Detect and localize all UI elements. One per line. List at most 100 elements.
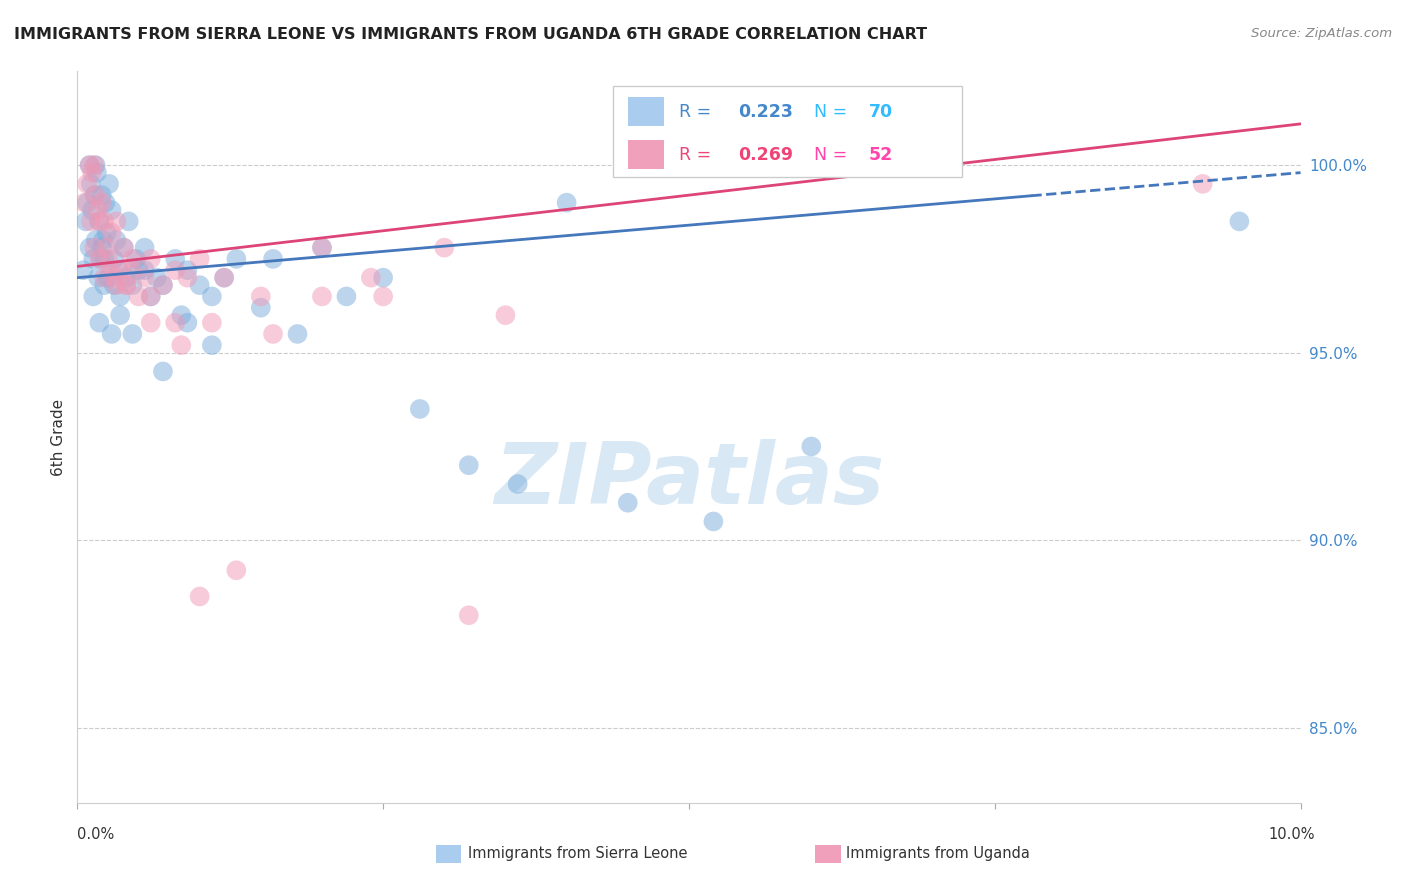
Point bbox=[170, 338, 193, 352]
Point bbox=[82, 289, 104, 303]
Point bbox=[176, 270, 198, 285]
Point bbox=[165, 316, 187, 330]
Point bbox=[108, 263, 131, 277]
Point bbox=[89, 252, 111, 266]
Point bbox=[212, 270, 235, 285]
Point bbox=[152, 278, 174, 293]
Point bbox=[108, 289, 131, 303]
Point bbox=[100, 326, 122, 341]
Point bbox=[409, 401, 432, 416]
FancyBboxPatch shape bbox=[628, 140, 665, 169]
Point bbox=[212, 270, 235, 285]
Point bbox=[93, 278, 115, 293]
Point bbox=[128, 263, 150, 277]
Text: 0.223: 0.223 bbox=[738, 103, 793, 120]
Text: 0.0%: 0.0% bbox=[77, 827, 114, 841]
Point bbox=[555, 195, 578, 210]
Point bbox=[121, 278, 143, 293]
Point bbox=[100, 203, 122, 218]
Point bbox=[75, 214, 97, 228]
Point bbox=[89, 214, 111, 228]
Point bbox=[80, 214, 103, 228]
Point bbox=[617, 496, 640, 510]
Point bbox=[105, 214, 128, 228]
Point bbox=[188, 252, 211, 266]
Point bbox=[201, 316, 224, 330]
Point bbox=[84, 188, 107, 202]
Text: 10.0%: 10.0% bbox=[1268, 827, 1315, 841]
Bar bbox=[436, 845, 461, 863]
Point bbox=[201, 289, 224, 303]
Point bbox=[360, 270, 382, 285]
Point bbox=[115, 270, 138, 285]
Point bbox=[83, 158, 105, 172]
Point bbox=[165, 263, 187, 277]
Point bbox=[139, 289, 162, 303]
Point bbox=[176, 263, 198, 277]
Point bbox=[103, 278, 125, 293]
Point bbox=[79, 158, 101, 172]
Point bbox=[96, 226, 118, 240]
Point bbox=[311, 289, 333, 303]
Point bbox=[134, 263, 156, 277]
Point bbox=[73, 195, 96, 210]
Point bbox=[105, 278, 128, 293]
Point bbox=[125, 252, 148, 266]
Point bbox=[87, 270, 110, 285]
Text: Immigrants from Sierra Leone: Immigrants from Sierra Leone bbox=[468, 847, 688, 861]
Text: N =: N = bbox=[814, 103, 852, 120]
Text: IMMIGRANTS FROM SIERRA LEONE VS IMMIGRANTS FROM UGANDA 6TH GRADE CORRELATION CHA: IMMIGRANTS FROM SIERRA LEONE VS IMMIGRAN… bbox=[14, 27, 927, 42]
Point bbox=[152, 278, 174, 293]
Point bbox=[121, 252, 143, 266]
Point bbox=[86, 166, 108, 180]
Text: ZIPatlas: ZIPatlas bbox=[494, 440, 884, 523]
Point bbox=[80, 203, 103, 218]
Point bbox=[90, 241, 112, 255]
Point bbox=[371, 270, 394, 285]
Text: Immigrants from Uganda: Immigrants from Uganda bbox=[846, 847, 1031, 861]
Point bbox=[84, 158, 107, 172]
Point bbox=[84, 233, 107, 247]
Point bbox=[90, 195, 112, 210]
Point bbox=[89, 214, 111, 228]
Point bbox=[262, 326, 284, 341]
Point bbox=[800, 440, 823, 454]
Point bbox=[82, 252, 104, 266]
Point bbox=[287, 326, 309, 341]
Point bbox=[128, 289, 150, 303]
Point bbox=[176, 316, 198, 330]
Point bbox=[100, 263, 122, 277]
FancyBboxPatch shape bbox=[613, 86, 962, 178]
Point bbox=[112, 241, 135, 255]
Point bbox=[139, 316, 162, 330]
Point bbox=[139, 289, 162, 303]
Point bbox=[311, 241, 333, 255]
Point bbox=[121, 326, 143, 341]
Point bbox=[97, 252, 120, 266]
Point bbox=[121, 263, 143, 277]
Point bbox=[152, 364, 174, 378]
Point bbox=[94, 195, 117, 210]
Point bbox=[93, 270, 115, 285]
Point bbox=[105, 233, 128, 247]
Point bbox=[335, 289, 357, 303]
Point bbox=[79, 241, 101, 255]
FancyBboxPatch shape bbox=[628, 97, 665, 127]
Point bbox=[79, 158, 101, 172]
Text: R =: R = bbox=[679, 145, 717, 163]
Text: N =: N = bbox=[814, 145, 852, 163]
Point bbox=[188, 590, 211, 604]
Point bbox=[97, 270, 120, 285]
Point bbox=[250, 289, 273, 303]
Point bbox=[702, 515, 724, 529]
Point bbox=[91, 233, 114, 247]
Point bbox=[93, 252, 115, 266]
Point bbox=[371, 289, 394, 303]
Point bbox=[262, 252, 284, 266]
Point bbox=[103, 252, 125, 266]
Point bbox=[80, 177, 103, 191]
Point bbox=[89, 316, 111, 330]
Point bbox=[115, 278, 138, 293]
Point bbox=[457, 608, 479, 623]
Point bbox=[103, 270, 125, 285]
